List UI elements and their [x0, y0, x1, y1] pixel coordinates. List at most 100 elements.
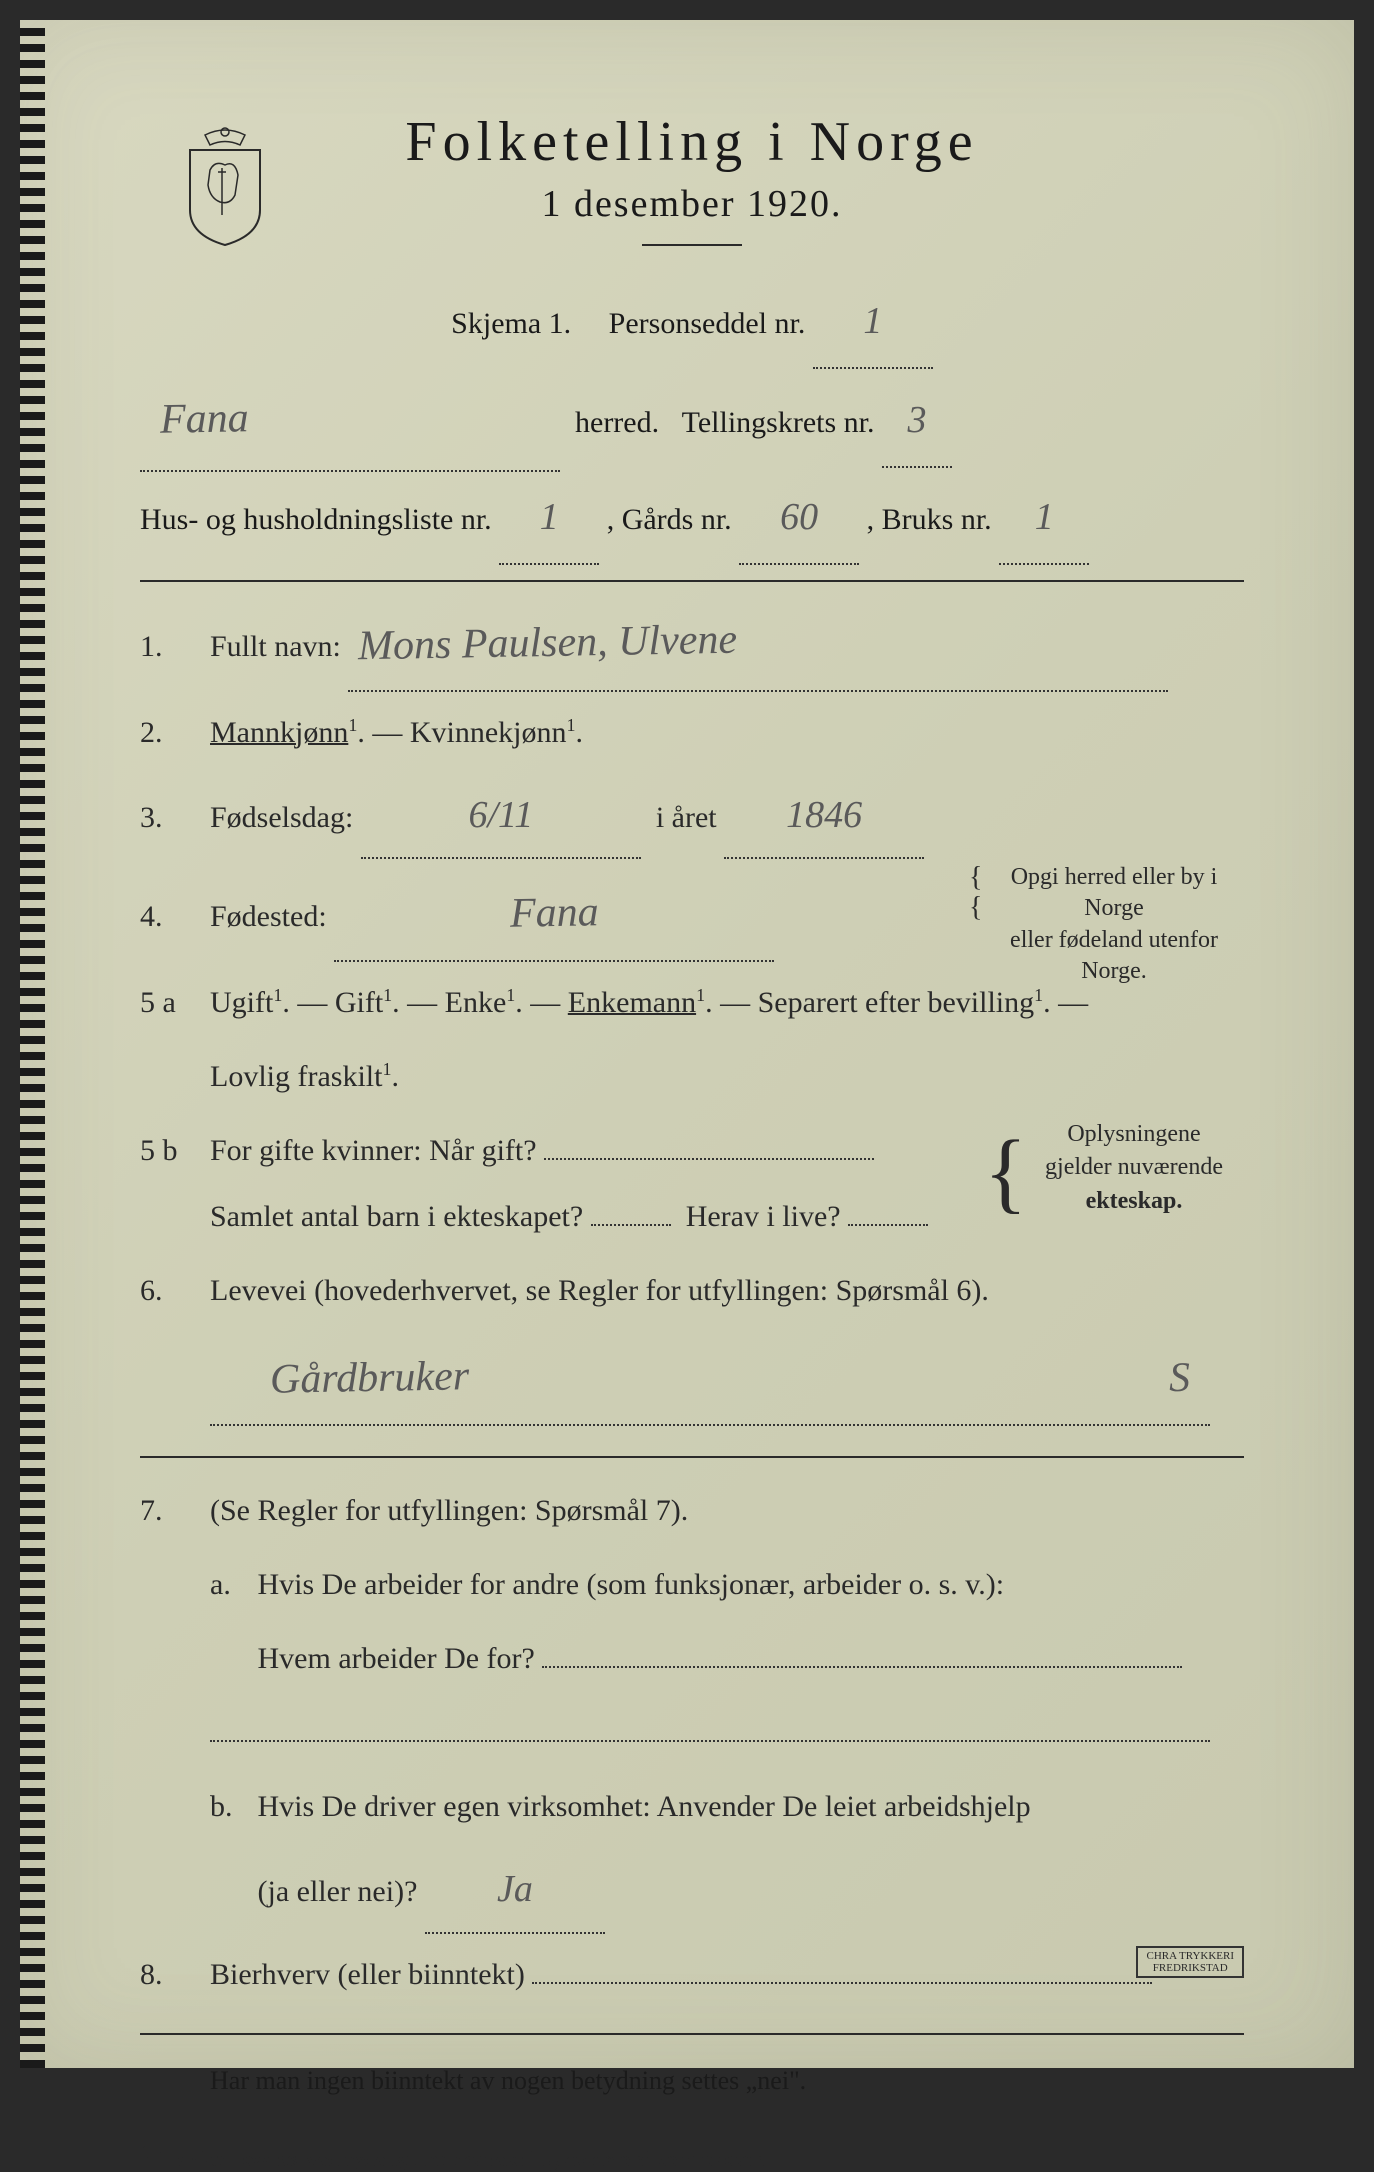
q1-label: Fullt navn: [210, 630, 341, 663]
document-date: 1 desember 1920. [140, 182, 1244, 226]
q5b-label1: For gifte kvinner: Når gift? [210, 1134, 537, 1167]
question-5b: 5 b For gifte kvinner: Når gift? Samlet … [140, 1118, 1244, 1250]
question-7a: a. Hvis De arbeider for andre (som funks… [140, 1552, 1244, 1618]
q5b-note3: ekteskap. [1086, 1188, 1183, 1214]
husliste-line: Hus- og husholdningsliste nr. 1 , Gårds … [140, 472, 1244, 565]
herred-line: Fana herred. Tellingskrets nr. 3 [140, 369, 1244, 472]
q5b-note2: gjelder nuværende [1045, 1154, 1223, 1180]
closing-text: Har man ingen biinntekt av nogen betydni… [210, 2050, 1244, 2112]
q5b-num: 5 b [140, 1118, 210, 1184]
q5b-field3 [848, 1224, 928, 1226]
q1-value: Mons Paulsen, Ulvene [358, 594, 739, 693]
q5b-note1: Oplysningene [1067, 1121, 1200, 1147]
coat-of-arms-icon [180, 120, 270, 250]
gards-value: 60 [780, 496, 818, 538]
question-4: 4. Fødested: Fana { Opgi herred eller by… [140, 867, 1244, 961]
q4-label: Fødested: [210, 900, 327, 933]
q2-mann: Mannkjønn [210, 716, 348, 749]
husliste-value: 1 [540, 496, 559, 538]
personseddel-field: 1 [813, 276, 933, 369]
q5b-label2: Samlet antal barn i ekteskapet? [210, 1200, 583, 1233]
tellingskrets-label: Tellingskrets nr. [682, 406, 875, 439]
q7b-value: Ja [497, 1868, 533, 1910]
q3-num: 3. [140, 785, 210, 851]
q4-field: Fana [334, 867, 774, 961]
shield-svg [180, 120, 270, 250]
q6-value: Gårdbruker [269, 1330, 470, 1426]
question-6-value: Gårdbruker S [140, 1332, 1244, 1426]
stamp-line2: FREDRIKSTAD [1153, 1962, 1228, 1974]
herred-value: Fana [159, 368, 249, 470]
q5a-enke: Enke [445, 986, 507, 1019]
q5b-field2 [591, 1224, 671, 1226]
bruks-field: 1 [999, 472, 1089, 565]
q3-day-field: 6/11 [361, 774, 641, 860]
question-7: 7. (Se Regler for utfyllingen: Spørsmål … [140, 1478, 1244, 1544]
husliste-label: Hus- og husholdningsliste nr. [140, 503, 492, 536]
question-7a-2: Hvem arbeider De for? [140, 1626, 1244, 1692]
q5a-ugift: Ugift [210, 986, 273, 1019]
q5b-label3: Herav i live? [686, 1200, 841, 1233]
q3-year-label: i året [656, 801, 717, 834]
divider [642, 244, 742, 246]
footnote: 1 Her kan svares ved tydelig understrekn… [140, 2132, 1244, 2172]
q5a-fraskilt: Lovlig fraskilt [210, 1060, 382, 1093]
q7b-text2: (ja eller nei)? [258, 1875, 418, 1908]
q8-num: 8. [140, 1942, 210, 2008]
q4-value: Fana [509, 866, 599, 960]
q6-num: 6. [140, 1258, 210, 1324]
footnote-text: Her kan svares ved tydelig understreknin… [160, 2146, 765, 2171]
stamp-line1: CHRA TRYKKERI [1146, 1950, 1234, 1962]
question-5a-cont: Lovlig fraskilt1. [140, 1044, 1244, 1110]
question-7b: b. Hvis De driver egen virksomhet: Anven… [140, 1774, 1244, 1840]
question-8: 8. Bierhverv (eller biinntekt) [140, 1942, 1244, 2008]
question-2: 2. Mannkjønn1. — Kvinnekjønn1. [140, 700, 1244, 766]
personseddel-value: 1 [863, 300, 882, 342]
q7b-field: Ja [425, 1848, 605, 1934]
schema-line: Skjema 1. Personseddel nr. 1 [140, 276, 1244, 369]
q2-sep: — [372, 716, 410, 749]
tellingskrets-value: 3 [908, 399, 927, 441]
q3-day: 6/11 [468, 794, 533, 836]
question-1: 1. Fullt navn: Mons Paulsen, Ulvene [140, 597, 1244, 691]
q7b-text1: Hvis De driver egen virksomhet: Anvender… [258, 1790, 1031, 1823]
q5b-field1 [544, 1158, 874, 1160]
q4-note: { Opgi herred eller by i Norge { eller f… [984, 862, 1244, 987]
q4-note-line1: Opgi herred eller by i Norge [1011, 864, 1218, 921]
personseddel-label: Personseddel nr. [609, 307, 806, 340]
q1-field: Mons Paulsen, Ulvene [348, 597, 1168, 691]
q5a-num: 5 a [140, 970, 210, 1036]
q7a-label: a. [210, 1552, 250, 1618]
q5a-enkemann: Enkemann [568, 986, 696, 1019]
q6-label: Levevei (hovederhvervet, se Regler for u… [210, 1274, 989, 1307]
q7a-field2 [210, 1740, 1210, 1742]
bruks-label: , Bruks nr. [867, 503, 992, 536]
q4-num: 4. [140, 884, 210, 950]
footnote-marker: 1 [140, 2142, 149, 2162]
printer-stamp: CHRA TRYKKERI FREDRIKSTAD [1136, 1946, 1244, 1978]
divider [140, 580, 1244, 582]
census-form-document: Folketelling i Norge 1 desember 1920. Sk… [20, 20, 1354, 2068]
q3-year: 1846 [786, 794, 862, 836]
q7-label: (Se Regler for utfyllingen: Spørsmål 7). [210, 1494, 688, 1527]
q5b-note: { Oplysningene gjelder nuværende ekteska… [1014, 1118, 1254, 1219]
q7a-text2: Hvem arbeider De for? [258, 1642, 535, 1675]
q2-kvinne: Kvinnekjønn [410, 716, 567, 749]
q3-year-field: 1846 [724, 774, 924, 860]
question-7b-2: (ja eller nei)? Ja [140, 1848, 1244, 1934]
q6-value-right: S [1168, 1331, 1191, 1424]
bruks-value: 1 [1035, 496, 1054, 538]
divider [140, 1456, 1244, 1458]
q6-field: Gårdbruker S [210, 1332, 1210, 1426]
q7a-field [542, 1666, 1182, 1668]
q8-field [532, 1982, 1152, 1984]
q7b-label: b. [210, 1774, 250, 1840]
question-7a-3 [140, 1700, 1244, 1766]
herred-label: herred. [575, 406, 659, 439]
question-6: 6. Levevei (hovederhvervet, se Regler fo… [140, 1258, 1244, 1324]
q8-label: Bierhverv (eller biinntekt) [210, 1958, 525, 1991]
question-3: 3. Fødselsdag: 6/11 i året 1846 [140, 774, 1244, 860]
q2-num: 2. [140, 700, 210, 766]
divider [140, 2033, 1244, 2035]
gards-label: , Gårds nr. [607, 503, 732, 536]
